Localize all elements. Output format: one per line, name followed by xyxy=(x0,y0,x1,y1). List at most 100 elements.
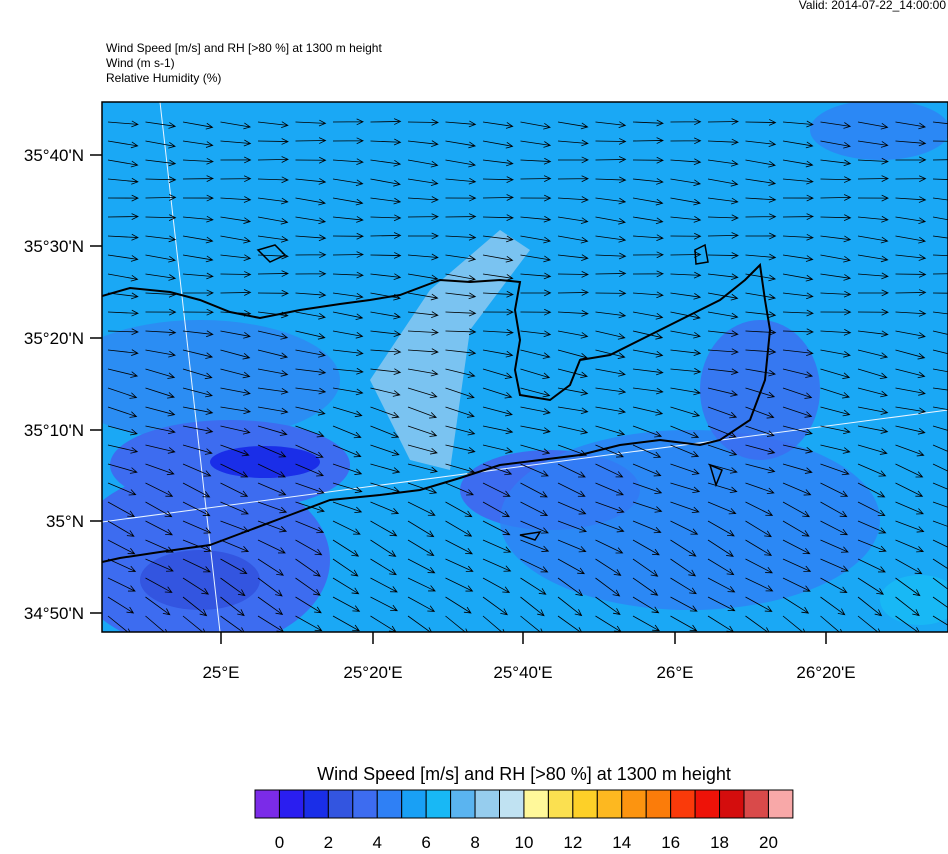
header-line: Wind (m s-1) xyxy=(106,56,175,70)
wind-arrow xyxy=(370,197,402,205)
wind-arrow xyxy=(595,138,627,145)
wind-arrow xyxy=(857,140,889,148)
wind-arrow xyxy=(707,330,739,337)
wind-arrow xyxy=(257,425,288,436)
wind-arrow xyxy=(370,138,402,146)
wind-arrow xyxy=(370,159,402,167)
wind-arrow xyxy=(557,289,589,296)
wind-arrow xyxy=(520,596,545,617)
wind-arrow xyxy=(482,273,514,281)
wind-arrow xyxy=(407,292,439,301)
wind-arrow xyxy=(520,368,551,380)
wind-arrow xyxy=(932,444,948,452)
colorbar-box xyxy=(743,789,769,819)
wind-arrow xyxy=(482,482,511,497)
colorbar-box xyxy=(303,789,329,819)
wind-arrow xyxy=(520,157,552,165)
wind-arrow xyxy=(557,463,586,478)
wind-arrow xyxy=(520,254,552,263)
wind-arrow xyxy=(707,577,736,593)
wind-arrow xyxy=(295,596,322,614)
wind-arrow xyxy=(445,387,475,399)
wind-arrow xyxy=(145,425,176,435)
wind-arrow xyxy=(632,216,664,225)
wind-arrow xyxy=(482,368,513,379)
wind-arrow xyxy=(257,463,286,478)
wind-arrow xyxy=(107,463,138,474)
wind-arrow xyxy=(445,233,477,241)
wind-arrow xyxy=(520,387,551,398)
wind-arrow xyxy=(595,368,626,377)
wind-arrow xyxy=(670,158,702,166)
wind-arrow xyxy=(295,406,326,416)
wind-arrow xyxy=(895,196,927,203)
wind-arrow xyxy=(370,406,400,419)
wind-arrow xyxy=(595,252,627,260)
wind-arrow xyxy=(707,444,738,456)
wind-arrow xyxy=(857,194,889,202)
wind-arrow xyxy=(632,178,664,185)
wind-arrow xyxy=(632,156,664,164)
wind-arrow xyxy=(370,596,399,612)
wind-arrow xyxy=(220,196,252,203)
wind-arrow xyxy=(407,232,439,240)
wind-arrow xyxy=(857,596,883,617)
wind-arrow xyxy=(145,194,177,201)
wind-arrow xyxy=(557,577,584,597)
wind-arrow xyxy=(407,520,435,538)
wind-arrow xyxy=(707,197,739,205)
wind-arrow xyxy=(895,444,925,457)
wind-arrow xyxy=(407,558,436,574)
wind-arrow xyxy=(295,234,327,242)
wind-arrow xyxy=(707,292,739,301)
wind-arrow xyxy=(557,387,589,396)
wind-arrow xyxy=(182,254,214,263)
wind-arrow xyxy=(107,520,135,537)
wind-arrow xyxy=(295,425,325,438)
wind-arrow xyxy=(707,368,739,376)
wind-arrow xyxy=(820,214,852,222)
wind-arrow xyxy=(595,289,627,297)
wind-arrow xyxy=(407,368,439,377)
wind-arrow xyxy=(820,254,851,263)
wind-arrow xyxy=(895,596,920,617)
wind-arrow xyxy=(332,271,364,279)
wind-arrow xyxy=(932,558,948,570)
wind-arrow xyxy=(782,406,813,418)
wind-arrow xyxy=(670,311,701,321)
wind-arrow xyxy=(632,596,660,614)
wind-arrow xyxy=(745,348,777,355)
lat-tick-label: 35°20'N xyxy=(24,329,84,348)
wind-arrow xyxy=(332,463,363,475)
wind-arrow xyxy=(857,539,887,552)
wind-arrow xyxy=(782,520,810,537)
wind-arrow xyxy=(857,444,888,455)
wind-arrow xyxy=(595,444,624,458)
wind-arrow xyxy=(332,330,364,339)
wind-arrow xyxy=(520,482,548,498)
wind-arrow xyxy=(182,577,210,595)
wind-arrow xyxy=(820,387,850,399)
wind-arrow xyxy=(520,501,549,517)
wind-arrow xyxy=(520,539,550,552)
colorbar-box xyxy=(352,789,378,819)
wind-arrow xyxy=(370,501,400,515)
wind-arrow xyxy=(257,156,289,163)
wind-arrow xyxy=(370,311,401,320)
wind-arrow xyxy=(632,387,664,395)
wind-arrow xyxy=(745,539,773,556)
lat-tick-label: 34°50'N xyxy=(24,604,84,623)
lat-tick-label: 35°N xyxy=(46,512,84,531)
wind-arrow xyxy=(520,235,551,244)
wind-arrow xyxy=(145,308,177,316)
wind-arrow xyxy=(820,577,848,593)
wind-arrow xyxy=(182,175,214,182)
wind-arrow xyxy=(707,482,738,494)
wind-arrow xyxy=(332,596,361,612)
wind-arrow xyxy=(332,197,364,206)
wind-arrow xyxy=(220,289,252,296)
wind-arrow xyxy=(932,520,948,527)
wind-arrow xyxy=(782,140,814,149)
wind-arrow xyxy=(707,348,739,356)
wind-arrow xyxy=(595,330,626,340)
